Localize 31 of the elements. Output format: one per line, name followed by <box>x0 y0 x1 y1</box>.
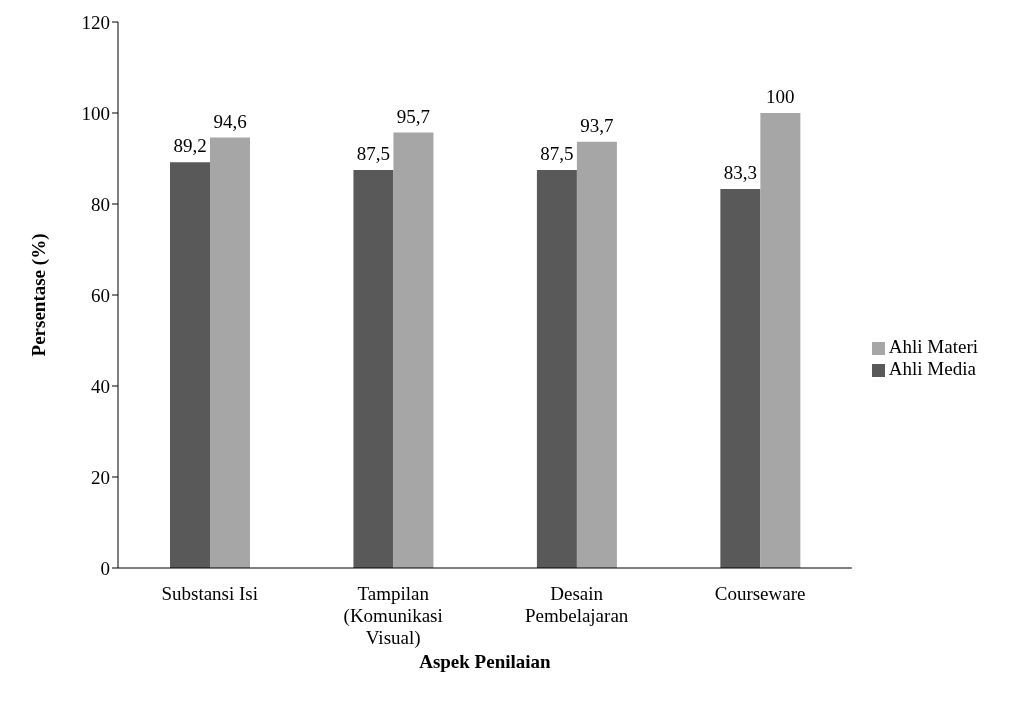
x-tick-label: Tampilan (Komunikasi Visual) <box>343 583 443 649</box>
y-axis-title: Persentase (%) <box>27 233 50 357</box>
data-label: 87,5 <box>356 142 391 164</box>
y-tick-label: 60 <box>91 284 110 306</box>
x-axis-title: Aspek Penilaian <box>419 651 552 672</box>
bar <box>353 169 394 568</box>
data-label: 87,5 <box>540 142 574 164</box>
x-tick-label: Desain Pembelajaran <box>524 583 629 626</box>
data-label: 93,7 <box>580 114 614 136</box>
bar <box>760 113 801 568</box>
x-tick-label: Courseware <box>714 583 806 604</box>
y-tick-label: 120 <box>81 11 110 33</box>
x-tick-label: Substansi Isi <box>161 583 259 604</box>
bar <box>393 132 434 568</box>
y-tick-label: 40 <box>91 375 110 397</box>
legend-label: Ahli Materi <box>888 336 978 357</box>
bar <box>536 169 577 568</box>
bar <box>210 137 250 568</box>
legend-label: Ahli Media <box>888 358 976 379</box>
bar <box>576 141 617 568</box>
y-tick-label: 0 <box>100 557 110 579</box>
data-label: 94,6 <box>213 110 247 132</box>
y-tick-label: 20 <box>91 466 110 488</box>
bar <box>720 188 761 568</box>
data-label: 83,3 <box>723 161 757 183</box>
data-label: 100 <box>766 86 795 107</box>
y-tick-label: 80 <box>91 193 110 215</box>
bar <box>170 162 210 568</box>
data-label: 89,2 <box>173 135 207 157</box>
data-label: 95,7 <box>396 105 431 127</box>
y-tick-label: 100 <box>81 102 110 124</box>
